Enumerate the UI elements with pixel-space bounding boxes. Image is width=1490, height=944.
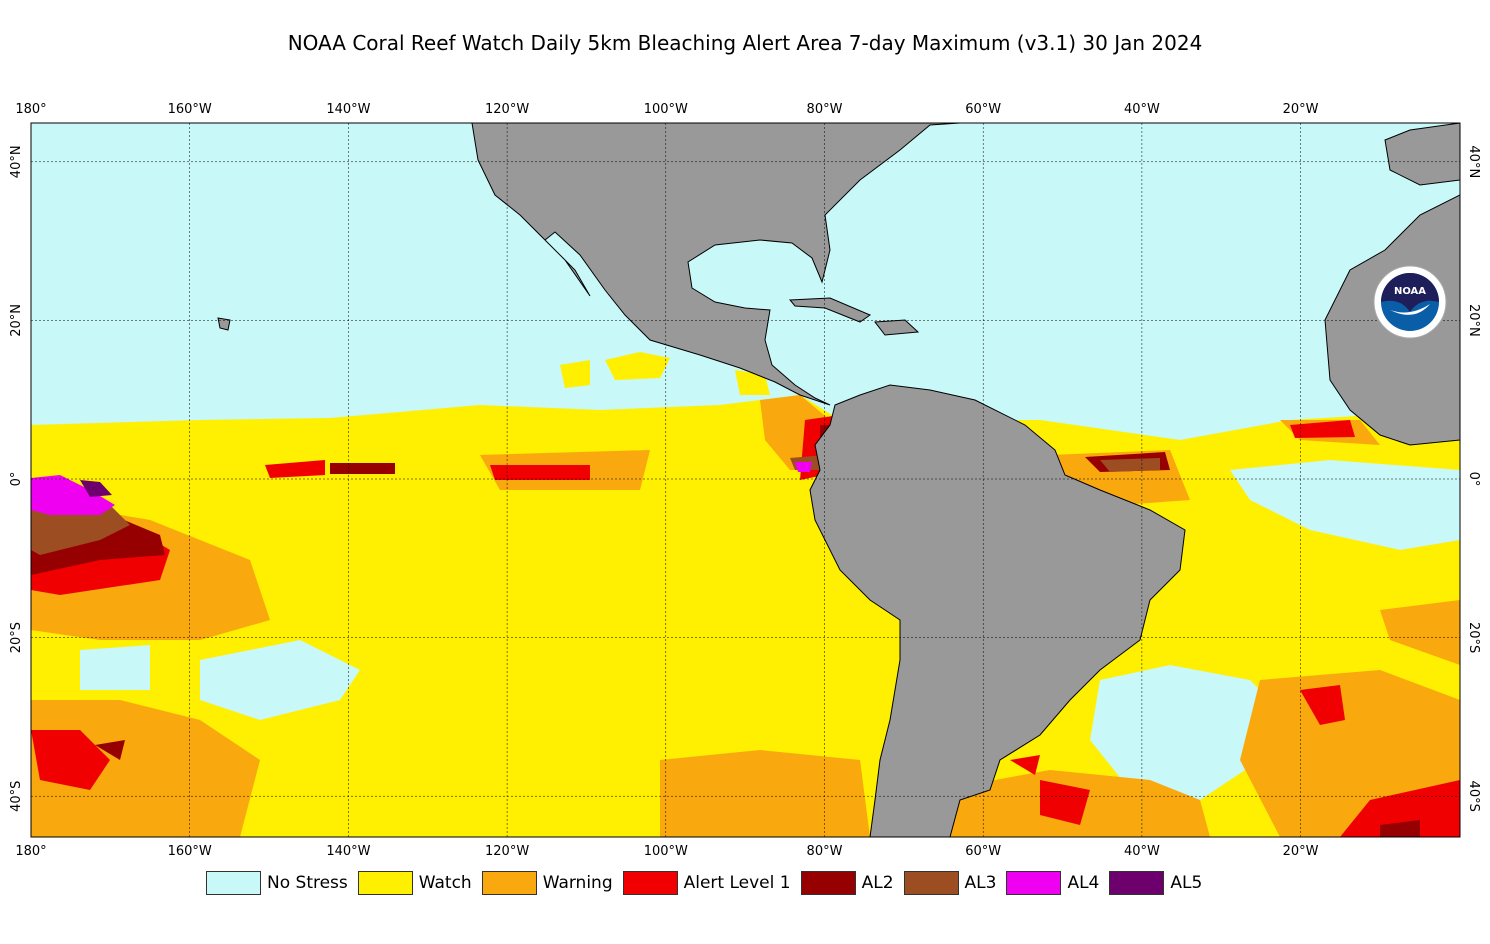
legend-label: Warning — [542, 873, 613, 893]
lon-label-top: 60°W — [965, 102, 1001, 117]
lon-label-top: 140°W — [326, 102, 370, 117]
legend-label: Watch — [418, 873, 472, 893]
lat-label-left: 0° — [9, 472, 24, 487]
lon-label-bottom: 60°W — [965, 844, 1001, 859]
graticule: 180° 180° 160°W 160°W 140°W 140°W 120°W 120°W 10… — [9, 102, 1481, 859]
al5-region — [80, 480, 112, 497]
noaa-logo-text: NOAA — [1394, 286, 1426, 297]
hispaniola — [874, 319, 920, 336]
lat-label-right: 20°S — [1466, 622, 1481, 653]
legend-item: Watch — [357, 871, 472, 895]
lat-label-right: 40°N — [1466, 145, 1481, 178]
legend-swatch — [481, 871, 537, 895]
legend-item: AL3 — [903, 871, 997, 895]
legend-swatch — [1109, 871, 1165, 895]
legend-swatch — [903, 871, 959, 895]
legend-item: Alert Level 1 — [622, 871, 791, 895]
land-layer — [217, 123, 1460, 837]
legend: No Stress Watch Warning Alert Level 1 AL2 AL3… — [206, 871, 1212, 895]
lat-label-left: 20°N — [9, 304, 24, 337]
lon-label-bottom: 100°W — [644, 844, 688, 859]
lon-label-bottom: 160°W — [168, 844, 212, 859]
legend-label: No Stress — [267, 873, 348, 893]
lon-label-bottom: 120°W — [485, 844, 529, 859]
legend-swatch — [622, 871, 678, 895]
lat-label-right: 40°S — [1466, 781, 1481, 812]
legend-item: Warning — [481, 871, 613, 895]
lon-label-top: 160°W — [168, 102, 212, 117]
lon-label-bottom: 80°W — [807, 844, 843, 859]
lat-label-left: 20°S — [9, 622, 24, 653]
lon-label-top: 80°W — [807, 102, 843, 117]
lat-label-right: 0° — [1466, 472, 1481, 487]
legend-label: AL2 — [861, 873, 894, 893]
lon-label-top: 180° — [15, 102, 46, 117]
lon-label-bottom: 20°W — [1283, 844, 1319, 859]
south-america — [809, 384, 1186, 837]
map-frame — [30, 122, 1461, 838]
legend-item: No Stress — [206, 871, 348, 895]
no-stress-south-pacific — [80, 640, 360, 720]
legend-item: AL2 — [800, 871, 894, 895]
legend-label: Alert Level 1 — [683, 873, 791, 893]
lon-label-bottom: 40°W — [1124, 844, 1160, 859]
lon-label-top: 100°W — [644, 102, 688, 117]
noaa-logo: NOAA — [1373, 265, 1447, 339]
lat-label-right: 20°N — [1466, 304, 1481, 337]
legend-label: AL3 — [964, 873, 997, 893]
legend-label: AL5 — [1170, 873, 1203, 893]
north-america — [471, 123, 961, 406]
legend-swatch — [206, 871, 261, 895]
legend-item: AL5 — [1109, 871, 1202, 895]
lon-label-bottom: 180° — [15, 844, 46, 859]
legend-item: AL4 — [1006, 871, 1099, 895]
iberia — [1384, 123, 1460, 186]
legend-label: AL4 — [1067, 873, 1100, 893]
warning-region — [31, 395, 1460, 837]
legend-swatch — [357, 871, 413, 895]
lon-label-top: 20°W — [1283, 102, 1319, 117]
legend-swatch — [1006, 871, 1062, 895]
lon-label-bottom: 140°W — [326, 844, 370, 859]
hawaii — [217, 317, 231, 331]
no-stress-south-atlantic — [1090, 460, 1460, 800]
map-title: NOAA Coral Reef Watch Daily 5km Bleachin… — [287, 31, 1203, 55]
cuba — [788, 297, 872, 323]
lat-label-left: 40°S — [9, 781, 24, 812]
watch-region-north — [560, 352, 770, 395]
lon-label-top: 120°W — [485, 102, 529, 117]
legend-swatch — [800, 871, 856, 895]
lon-label-top: 40°W — [1124, 102, 1160, 117]
lat-label-left: 40°N — [9, 145, 24, 178]
